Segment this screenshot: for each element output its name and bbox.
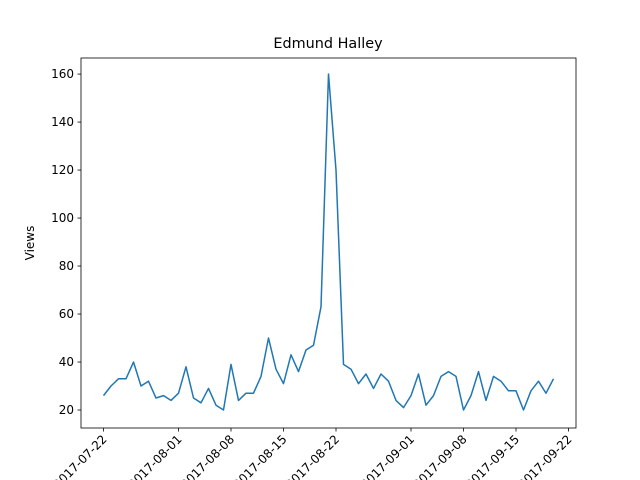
x-tick-label: 2017-08-15 xyxy=(230,432,289,480)
y-tick-label: 120 xyxy=(51,163,74,177)
y-tick-label: 160 xyxy=(51,67,74,81)
x-tick-label: 2017-07-22 xyxy=(50,432,109,480)
y-axis-label: Views xyxy=(23,226,37,261)
x-tick-label: 2017-09-15 xyxy=(463,432,522,480)
y-tick-label: 60 xyxy=(59,307,74,321)
x-tick-label: 2017-09-22 xyxy=(515,432,574,480)
x-tick-label: 2017-08-01 xyxy=(125,432,184,480)
x-tick-label: 2017-09-01 xyxy=(358,432,417,480)
plot-frame xyxy=(80,57,577,429)
chart-title: Edmund Halley xyxy=(273,36,383,52)
y-tick-label: 140 xyxy=(51,115,74,129)
x-tick-label: 2017-08-08 xyxy=(178,432,237,480)
line-series xyxy=(102,73,555,411)
y-tick-label: 80 xyxy=(59,259,74,273)
x-tick-label: 2017-09-08 xyxy=(410,432,469,480)
y-tick-label: 100 xyxy=(51,211,74,225)
y-tick-label: 40 xyxy=(59,355,74,369)
y-tick-label: 20 xyxy=(59,403,74,417)
x-tick-label: 2017-08-22 xyxy=(283,432,342,480)
